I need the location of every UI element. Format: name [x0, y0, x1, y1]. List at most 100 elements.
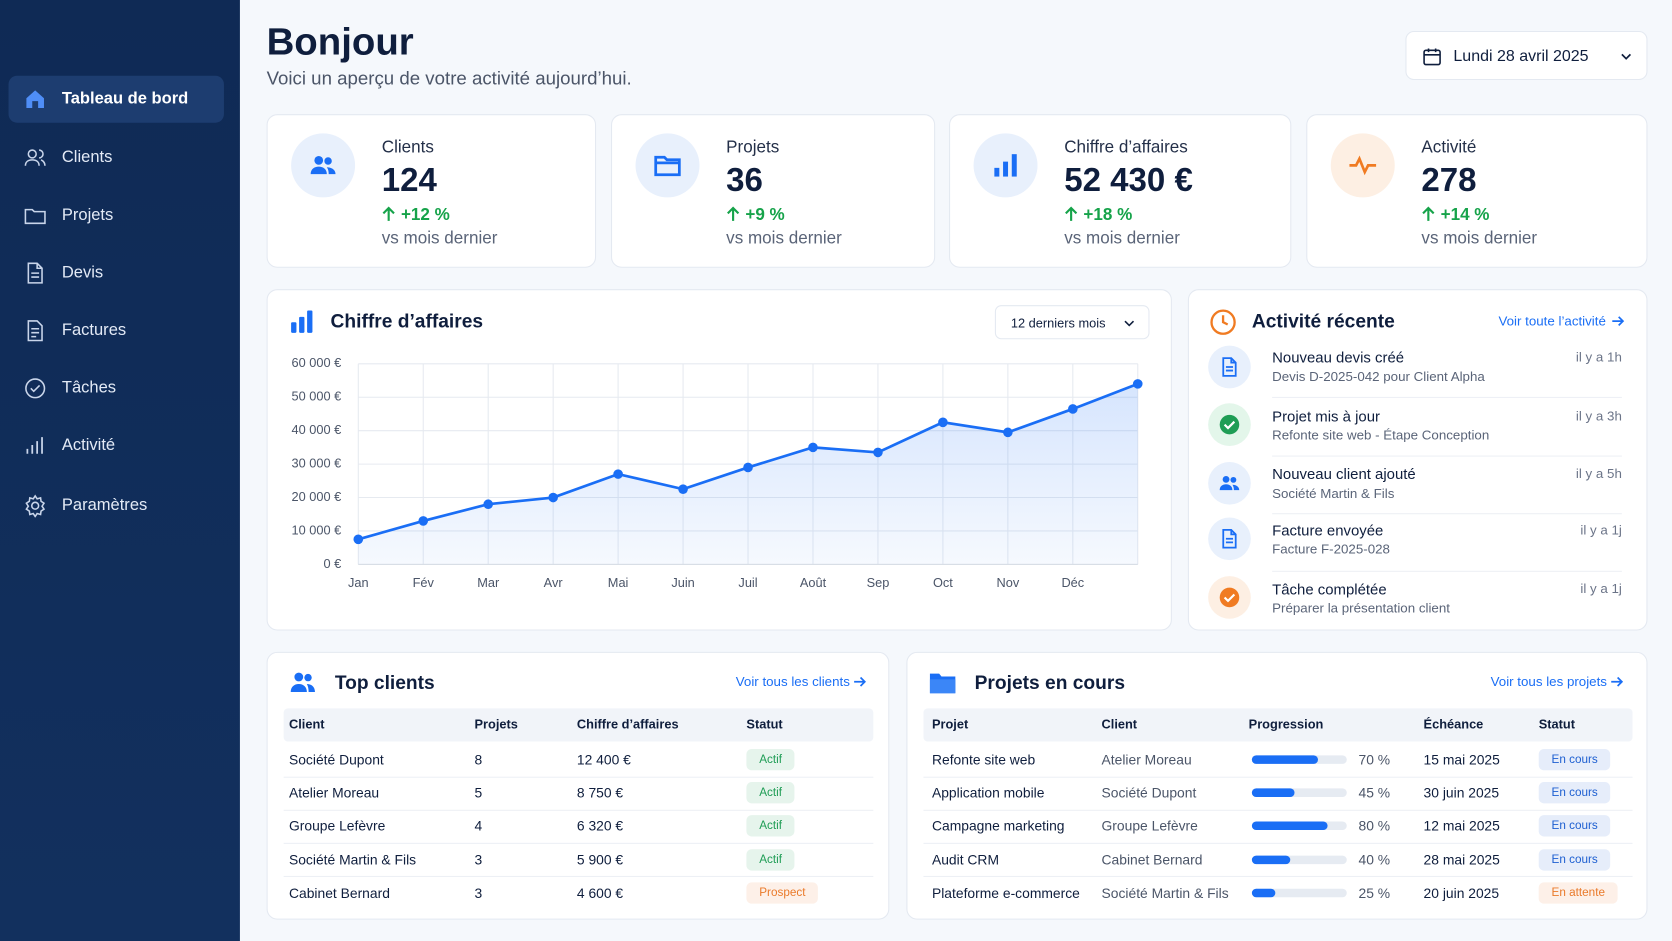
progress-bar: [1251, 788, 1295, 798]
separator: [1272, 455, 1622, 457]
client-revenue: 4 600 €: [576, 884, 624, 901]
y-tick-label: 0 €: [323, 556, 341, 571]
progress-label: 40 %: [1358, 851, 1391, 868]
top-clients-card: Top clients Voir tous les clients Client…: [266, 651, 890, 920]
separator: [1272, 396, 1622, 398]
status-badge: En cours: [1538, 782, 1611, 804]
row-separator: [283, 809, 874, 811]
activity-icon: [1208, 517, 1251, 561]
stat-label: Activité: [1421, 138, 1477, 157]
status-badge: Actif: [746, 815, 795, 837]
activity-item-time: il y a 1h: [1575, 349, 1622, 365]
client-name: Groupe Lefèvre: [288, 818, 386, 835]
stat-note: vs mois dernier: [726, 229, 842, 248]
point: [483, 499, 493, 510]
nav-item[interactable]: Projets: [9, 192, 224, 239]
nav-item[interactable]: Activité: [9, 422, 224, 469]
page-subtitle: Voici un aperçu de votre activité aujour…: [266, 67, 632, 89]
point: [1003, 427, 1013, 438]
arrow: [854, 676, 867, 687]
stat-change: +12 %: [382, 206, 450, 225]
activity-icon: [1208, 345, 1251, 389]
activity-item-detail: Devis D-2025-042 pour Client Alpha: [1272, 369, 1485, 385]
column-header: Projet: [931, 716, 969, 732]
stat-change: +18 %: [1064, 206, 1132, 225]
y-tick-label: 50 000 €: [291, 389, 341, 404]
calendar-icon: [1423, 48, 1441, 66]
progress-track: [1251, 888, 1347, 898]
activity-item-time: il y a 1j: [1580, 522, 1622, 538]
x-tick-label: Mai: [608, 575, 629, 590]
stat-label: Clients: [381, 138, 434, 157]
y-tick-label: 60 000 €: [291, 355, 341, 370]
column-header: Chiffre d’affaires: [576, 716, 679, 732]
row-separator: [923, 809, 1633, 811]
task-icon: [25, 378, 46, 399]
stat-card: Activité 278 +14 % vs mois dernier: [1306, 114, 1648, 268]
x-tick-label: Déc: [1061, 575, 1084, 590]
client-name: Société Dupont: [288, 751, 384, 768]
status-badge: Actif: [746, 848, 795, 871]
stat-label: Chiffre d’affaires: [1064, 138, 1188, 157]
stat-icon: [291, 133, 356, 198]
nav-item[interactable]: Factures: [9, 307, 224, 354]
row-separator: [283, 876, 874, 878]
period-select[interactable]: 12 derniers mois: [994, 305, 1150, 340]
column-header: Client: [288, 716, 325, 732]
arrow: [1612, 316, 1625, 327]
column-header: Progression: [1248, 716, 1324, 732]
date-picker[interactable]: Lundi 28 avril 2025: [1405, 30, 1648, 81]
activity-card: Activité récente Voir toute l’activité N…: [1187, 289, 1648, 631]
activity-item-detail: Préparer la présentation client: [1272, 600, 1450, 616]
client-name: Cabinet Bernard: [288, 884, 390, 901]
project-name: Audit CRM: [931, 851, 1000, 868]
column-header: Projets: [474, 716, 518, 732]
client-name: Atelier Moreau: [288, 784, 380, 801]
column-header: Échéance: [1423, 716, 1484, 732]
table-header: [283, 708, 874, 742]
chart-icon: [291, 310, 313, 333]
client-projects: 8: [474, 751, 483, 768]
clients-icon: [290, 672, 315, 693]
stat-icon: [973, 133, 1038, 198]
project-due: 15 mai 2025: [1423, 751, 1500, 768]
activity-item-title: Nouveau devis créé: [1272, 348, 1405, 366]
top-clients-link[interactable]: Voir tous les clients: [735, 674, 850, 690]
x-tick-label: Jan: [348, 575, 369, 590]
nav-item[interactable]: Devis: [9, 250, 224, 297]
projects-link[interactable]: Voir tous les projets: [1490, 674, 1607, 690]
stat-change-text: +12 %: [400, 205, 450, 225]
stat-card: Projets 36 +9 % vs mois dernier: [611, 114, 936, 268]
activity-item-time: il y a 1j: [1580, 581, 1622, 597]
nav-item[interactable]: Clients: [9, 134, 224, 181]
y-tick-label: 20 000 €: [291, 489, 341, 504]
project-client: Société Dupont: [1101, 784, 1197, 801]
point: [938, 417, 948, 428]
client-revenue: 12 400 €: [576, 751, 631, 768]
activity-item-time: il y a 3h: [1575, 408, 1622, 424]
x-tick-label: Août: [800, 575, 827, 590]
progress-label: 25 %: [1358, 884, 1391, 901]
activity-link[interactable]: Voir toute l’activité: [1498, 313, 1606, 329]
settings-icon: [25, 494, 46, 518]
point: [678, 484, 688, 494]
nav-label: Tâches: [61, 378, 117, 397]
project-name: Application mobile: [931, 784, 1045, 801]
client-projects: 3: [474, 884, 483, 901]
progress-label: 45 %: [1358, 784, 1391, 801]
point: [353, 534, 364, 545]
activity-item-title: Projet mis à jour: [1272, 407, 1380, 425]
date-label: Lundi 28 avril 2025: [1453, 46, 1589, 66]
activity-icon: [1208, 403, 1251, 446]
nav-item[interactable]: Tâches: [9, 365, 224, 412]
clients-icon: [24, 149, 46, 166]
nav-label: Paramètres: [61, 496, 148, 515]
row-separator: [923, 776, 1633, 778]
stat-change: +14 %: [1421, 206, 1489, 225]
nav-item[interactable]: Paramètres: [9, 482, 224, 529]
doc-icon: [27, 262, 43, 284]
line-chart: 0 € 10 000 € 20 000 € 30 000 € 40 000 € 50 00…: [291, 355, 1143, 590]
nav-item[interactable]: Tableau de bord: [8, 75, 224, 123]
activity-icon: [1208, 461, 1251, 505]
